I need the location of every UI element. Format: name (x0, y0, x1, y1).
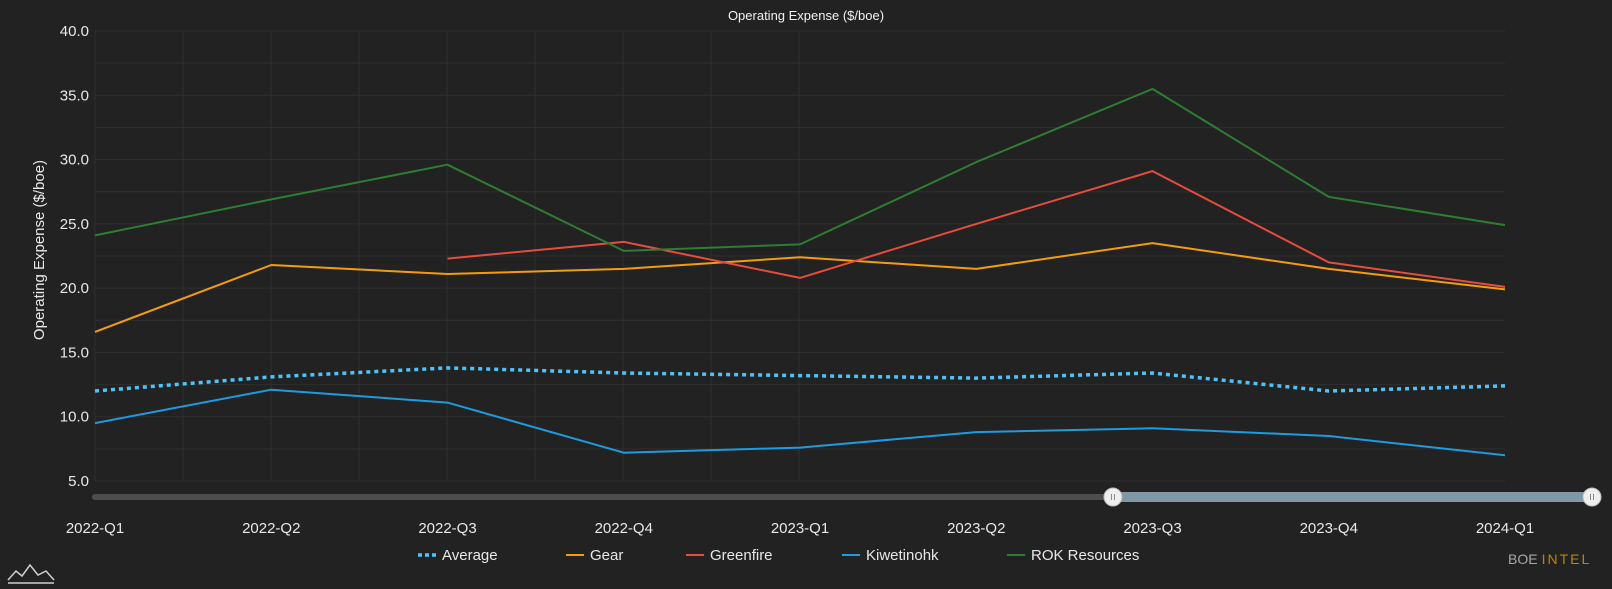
brand-intel: INTEL (1542, 551, 1592, 567)
x-tick-label: 2022-Q4 (595, 520, 653, 537)
y-tick-label: 35.0 (60, 87, 89, 104)
legend-label-greenfire: Greenfire (710, 547, 773, 564)
legend-label-average: Average (442, 547, 498, 564)
x-tick-label: 2023-Q2 (947, 520, 1005, 537)
grid (94, 30, 1505, 482)
y-tick-label: 15.0 (60, 344, 89, 361)
y-tick-label: 40.0 (60, 23, 89, 40)
x-tick-label: 2022-Q3 (418, 520, 476, 537)
y-tick-label: 5.0 (68, 473, 89, 490)
series-line-average (94, 366, 1506, 393)
y-tick-label: 10.0 (60, 409, 89, 426)
slider-start-handle[interactable] (1103, 487, 1123, 507)
x-tick-label: 2022-Q1 (66, 520, 124, 537)
y-tick-label: 20.0 (60, 280, 89, 297)
y-tick-label: 25.0 (60, 216, 89, 233)
series-line-gear (94, 242, 1506, 333)
series-line-kiwetinohk (94, 388, 1506, 457)
legend-label-gear: Gear (590, 547, 623, 564)
series-line-greenfire (447, 170, 1506, 288)
series-line-rok-resources (94, 87, 1506, 252)
legend-label-rok-resources: ROK Resources (1031, 547, 1139, 564)
app-logo-icon (7, 563, 55, 584)
x-tick-label: 2023-Q3 (1123, 520, 1181, 537)
x-tick-label: 2023-Q1 (771, 520, 829, 537)
x-tick-label: 2022-Q2 (242, 520, 300, 537)
y-tick-label: 30.0 (60, 152, 89, 169)
legend: Average Gear Greenfire Kiwetinohk ROK Resour… (418, 547, 1139, 564)
series-lines (94, 87, 1506, 457)
slider-end-handle[interactable] (1582, 487, 1602, 507)
x-tick-label: 2023-Q4 (1300, 520, 1358, 537)
y-axis: 5.0 10.0 15.0 20.0 25.0 30.0 35.0 40.0 (60, 23, 89, 490)
legend-label-kiwetinohk: Kiwetinohk (866, 547, 939, 564)
brand-boe: BOE (1508, 551, 1538, 567)
x-axis: 2022-Q1 2022-Q2 2022-Q3 2022-Q4 2023-Q1 2023-… (66, 520, 1534, 537)
x-tick-label: 2024-Q1 (1476, 520, 1534, 537)
range-slider[interactable] (92, 487, 1602, 507)
chart-title: Operating Expense ($/boe) (728, 8, 884, 23)
y-axis-title: Operating Expense ($/boe) (31, 160, 48, 340)
brand-logo: BOE INTEL (1508, 551, 1591, 567)
